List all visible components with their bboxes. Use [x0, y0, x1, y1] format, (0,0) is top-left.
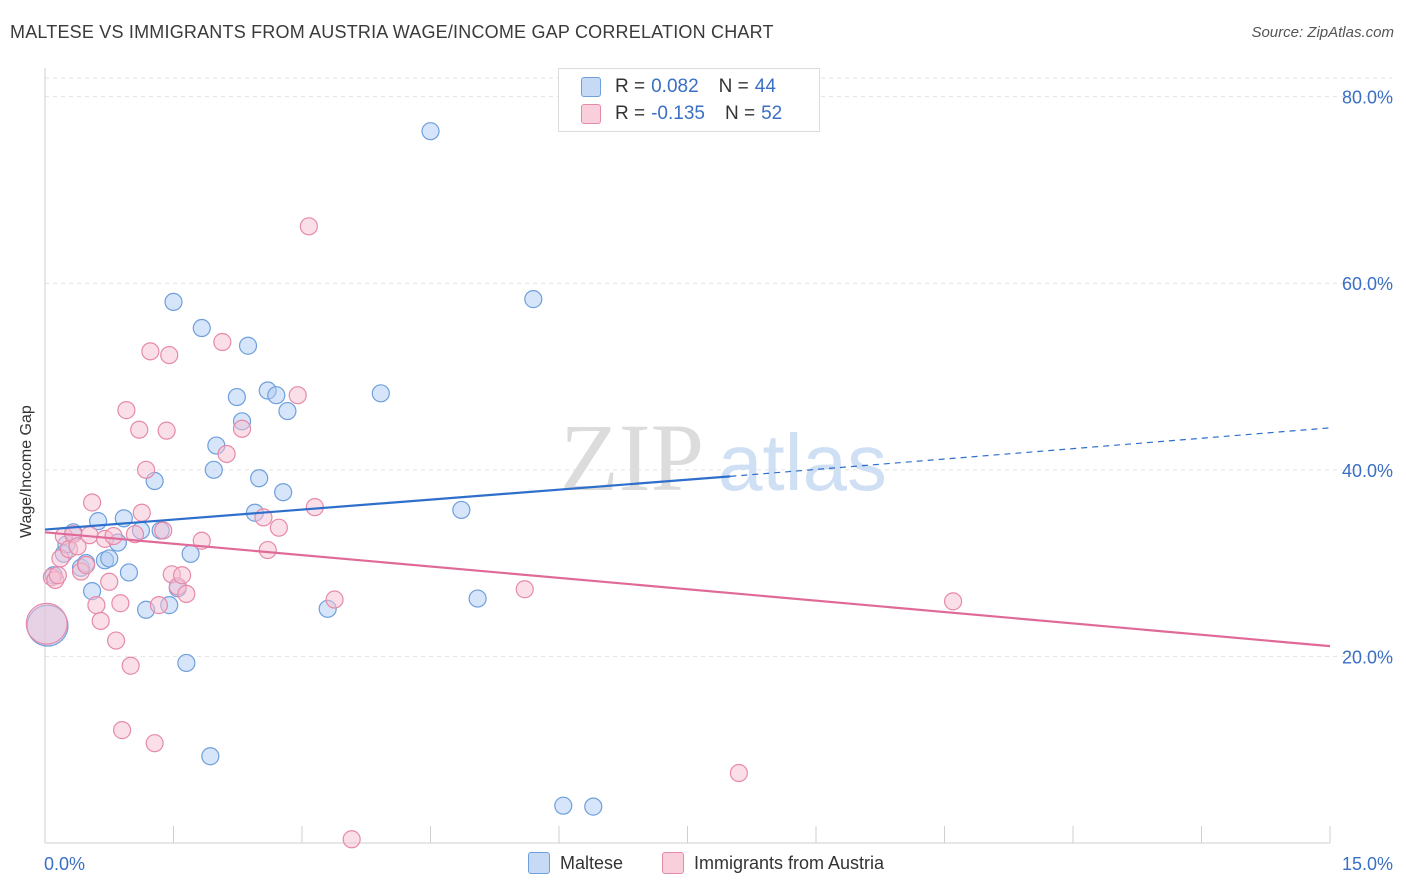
austria-point	[136, 460, 156, 479]
maltese-point	[524, 290, 543, 309]
austria-point	[91, 611, 110, 631]
austria-point	[269, 518, 288, 537]
x-tick-label: 0.0%	[44, 854, 85, 874]
austria-point	[130, 420, 149, 439]
maltese-point	[371, 384, 390, 403]
stats-row-maltese: R = 0.082 N = 44	[581, 75, 776, 99]
austria-point	[87, 596, 106, 615]
maltese-point	[192, 318, 211, 338]
n-value: 44	[754, 76, 776, 97]
austria-point	[104, 526, 123, 546]
maltese-point	[250, 469, 269, 488]
austria-point	[25, 602, 68, 645]
maltese-point	[227, 387, 246, 407]
austria-point	[154, 521, 173, 540]
maltese-point	[204, 460, 223, 479]
austria-point	[157, 421, 176, 440]
n-label: N =	[724, 103, 756, 124]
austria-point	[213, 332, 232, 352]
maltese-point	[177, 653, 196, 673]
y-axis-label: Wage/Income Gap	[18, 405, 35, 538]
maltese-point	[554, 796, 573, 815]
austria-point	[125, 525, 145, 544]
austria-trend-line	[44, 531, 1331, 648]
austria-point	[258, 540, 277, 560]
grid-lines	[45, 77, 1392, 657]
austria-point	[943, 592, 963, 611]
austria-point	[172, 566, 192, 585]
austria-point	[68, 537, 87, 556]
maltese-point	[164, 292, 183, 312]
austria-point	[100, 572, 119, 591]
austria-point	[288, 386, 307, 405]
stats-legend: R = 0.082 N = 44 R = -0.135 N = 52	[558, 68, 820, 132]
watermark-atlas: atlas	[718, 418, 887, 507]
austria-point	[107, 631, 126, 650]
austria-point	[177, 584, 196, 604]
n-value: 52	[761, 103, 783, 124]
y-tick-label: 80.0%	[1342, 88, 1393, 108]
austria-point	[121, 656, 140, 675]
austria-point	[342, 830, 361, 849]
maltese-trend-extension	[730, 427, 1331, 477]
maltese-point	[274, 483, 293, 502]
maltese-trend-line	[44, 475, 731, 531]
austria-point	[149, 596, 169, 615]
r-label: R =	[615, 103, 646, 124]
series-austria	[25, 217, 963, 849]
austria-legend-swatch	[662, 852, 684, 874]
series-legend: Maltese Immigrants from Austria	[0, 852, 1406, 878]
legend-item-austria[interactable]: Immigrants from Austria	[662, 852, 884, 874]
y-tick-label: 60.0%	[1342, 274, 1393, 294]
austria-point	[112, 721, 132, 740]
maltese-point	[452, 500, 471, 520]
austria-point	[232, 419, 252, 438]
r-value: -0.135	[651, 103, 705, 124]
austria-point	[77, 555, 96, 575]
austria-point	[160, 345, 179, 365]
stats-row-austria: R = -0.135 N = 52	[581, 102, 782, 126]
maltese-point	[584, 797, 603, 816]
austria-point	[729, 763, 749, 783]
legend-item-maltese[interactable]: Maltese	[528, 852, 623, 874]
maltese-point	[278, 401, 297, 421]
maltese-point	[421, 122, 440, 141]
maltese-point	[468, 589, 487, 608]
austria-point	[515, 580, 534, 599]
austria-point	[117, 401, 136, 420]
chart-title: MALTESE VS IMMIGRANTS FROM AUSTRIA WAGE/…	[10, 22, 774, 42]
austria-point	[217, 444, 236, 464]
maltese-point	[238, 336, 258, 355]
maltese-swatch	[581, 77, 601, 97]
austria-point	[48, 566, 67, 585]
y-tick-label: 20.0%	[1342, 647, 1393, 667]
r-value: 0.082	[651, 76, 699, 97]
austria-point	[141, 342, 160, 361]
watermark-zip: ZIP	[560, 404, 704, 511]
maltese-point	[100, 549, 119, 568]
x-tick-label: 15.0%	[1342, 854, 1393, 874]
maltese-legend-swatch	[528, 852, 550, 874]
n-label: N =	[718, 76, 749, 97]
y-tick-label: 40.0%	[1342, 461, 1393, 481]
austria-point	[132, 503, 151, 522]
maltese-point	[201, 747, 220, 766]
maltese-point	[119, 563, 139, 582]
austria-point	[299, 217, 318, 236]
legend-label-maltese: Maltese	[560, 852, 624, 873]
austria-point	[111, 594, 130, 613]
trend-lines	[44, 427, 1331, 648]
austria-point	[83, 493, 102, 512]
austria-point	[325, 590, 344, 609]
source-label: Source: ZipAtlas.com	[1251, 24, 1394, 41]
axes	[44, 68, 1331, 844]
r-label: R =	[615, 76, 646, 97]
austria-swatch	[581, 104, 601, 124]
austria-point	[145, 734, 164, 753]
tick-labels: 20.0% 40.0% 60.0% 80.0% 0.0% 15.0%	[44, 88, 1393, 874]
legend-label-austria: Immigrants from Austria	[694, 852, 885, 873]
maltese-point	[267, 386, 286, 405]
watermark: ZIP atlas	[560, 404, 887, 511]
